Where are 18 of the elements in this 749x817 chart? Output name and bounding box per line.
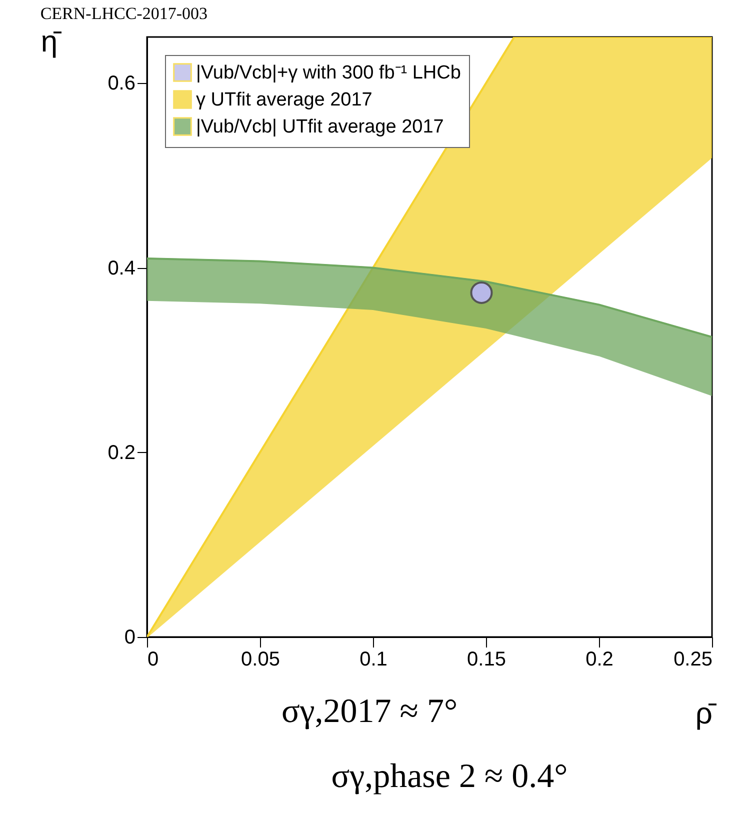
legend-label: |Vub/Vcb| UTfit average 2017: [196, 116, 444, 138]
text: σγ,2017 ≈ 7°: [281, 693, 458, 730]
x-axis-title: ρ̄: [695, 698, 718, 730]
chart-title: CERN-LHCC-2017-003: [40, 4, 208, 23]
x-tick-label: 0.15: [467, 648, 506, 670]
x-tick-label: 0.05: [241, 648, 280, 670]
legend-label: γ UTfit average 2017: [196, 90, 372, 110]
x-tick-label: 0.1: [360, 648, 388, 670]
text: σγ,phase 2 ≈ 0.4°: [331, 758, 568, 795]
y-tick-label: 0.6: [108, 72, 136, 95]
legend-label: |Vub/Vcb|+γ with 300 fb⁻¹ LHCb: [196, 62, 461, 84]
y-tick-label: 0: [124, 626, 136, 648]
x-tick-label: 0.2: [586, 648, 614, 670]
x-tick-label: 0: [148, 648, 159, 670]
y-axis-title: η̄: [40, 26, 62, 58]
x-tick-label: 0.25: [674, 648, 712, 670]
y-tick-label: 0.4: [108, 257, 136, 280]
y-tick-label: 0.2: [108, 442, 136, 464]
